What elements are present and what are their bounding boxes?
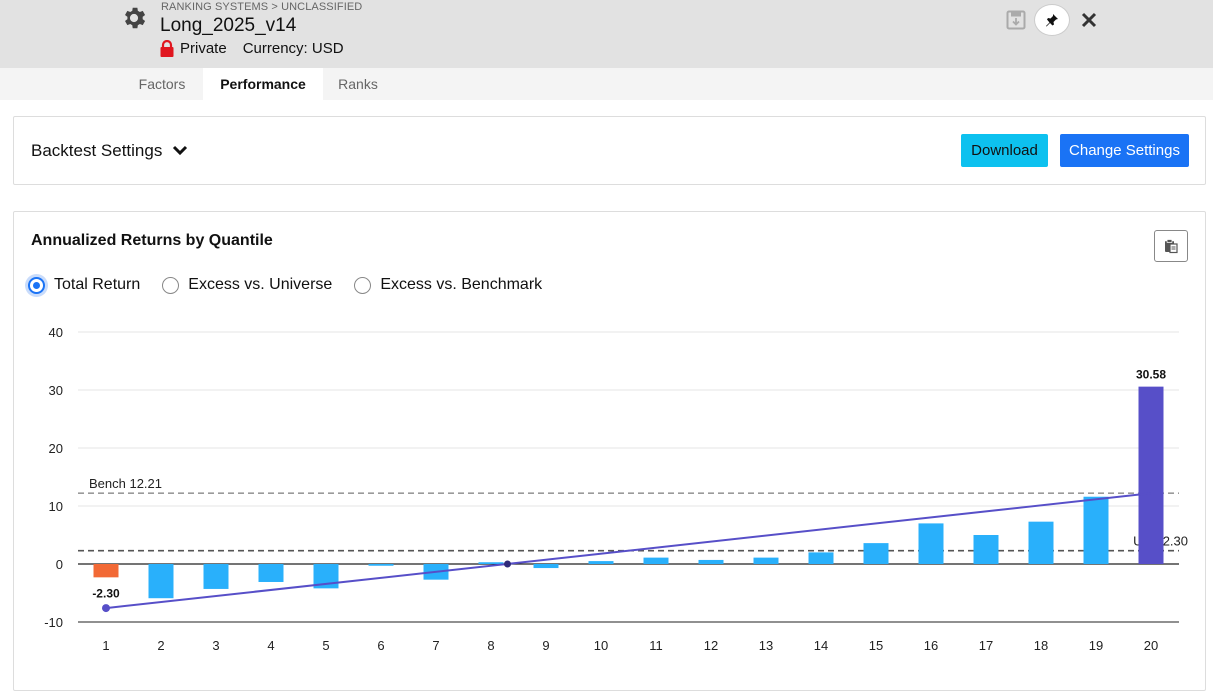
y-tick-label: 20 [49, 441, 63, 456]
breadcrumb[interactable]: RANKING SYSTEMS > UNCLASSIFIED [161, 1, 363, 13]
x-tick-label: 2 [157, 638, 164, 653]
bar [478, 562, 504, 564]
radio-total-return[interactable]: Total Return [28, 276, 140, 294]
y-tick-label: 30 [49, 383, 63, 398]
y-tick-label: -10 [44, 615, 63, 630]
pin-icon [1046, 14, 1058, 27]
clipboard-icon [1165, 239, 1178, 254]
returns-chart-panel: Annualized Returns by Quantile Total Ret… [13, 211, 1206, 691]
radio-button[interactable] [28, 276, 45, 294]
bar [588, 561, 614, 564]
radio-button[interactable] [354, 276, 372, 294]
data-label: -2.30 [92, 586, 120, 600]
x-tick-label: 16 [924, 638, 938, 653]
x-tick-label: 7 [432, 638, 439, 653]
trend-zero-marker [504, 560, 511, 568]
radio-label: Total Return [54, 276, 141, 293]
bar [753, 557, 779, 564]
bar [698, 559, 724, 564]
x-tick-label: 12 [704, 638, 718, 653]
x-tick-label: 13 [759, 638, 773, 653]
currency-label: Currency: USD [242, 40, 344, 57]
download-button[interactable]: Download [961, 134, 1048, 167]
x-tick-label: 18 [1034, 638, 1048, 653]
tab-ranks[interactable]: Ranks [338, 76, 378, 92]
header: RANKING SYSTEMS > UNCLASSIFIED Long_2025… [0, 0, 1213, 68]
data-label: 30.58 [1136, 368, 1166, 382]
tab-factors[interactable]: Factors [138, 76, 186, 92]
radio-excess-benchmark[interactable]: Excess vs. Benchmark [354, 276, 542, 294]
radio-label: Excess vs. Universe [188, 276, 333, 293]
pin-button[interactable] [1034, 4, 1070, 36]
x-tick-label: 17 [979, 638, 993, 653]
copy-button[interactable] [1154, 230, 1188, 262]
x-tick-label: 4 [267, 638, 274, 653]
x-tick-label: 15 [869, 638, 883, 653]
radio-excess-universe[interactable]: Excess vs. Universe [162, 276, 332, 294]
benchmark-label: Bench 12.21 [89, 476, 162, 491]
return-type-radios: Total Return Excess vs. Universe Excess … [28, 276, 564, 294]
radio-button[interactable] [162, 276, 180, 294]
privacy-label[interactable]: Private [180, 40, 227, 57]
bar [93, 564, 119, 578]
save-icon[interactable] [998, 4, 1034, 36]
trend-line [105, 492, 1152, 610]
trend-start-marker [102, 604, 110, 613]
x-tick-label: 5 [322, 638, 329, 653]
bar [533, 564, 559, 569]
bar [203, 564, 229, 589]
radio-label: Excess vs. Benchmark [380, 276, 543, 293]
bar [863, 543, 889, 564]
change-settings-button[interactable]: Change Settings [1060, 134, 1189, 167]
gear-icon[interactable] [120, 4, 148, 32]
lock-icon [160, 39, 174, 57]
bar [808, 552, 834, 564]
bar [148, 564, 174, 599]
backtest-settings-panel: Backtest Settings Download Change Settin… [13, 116, 1206, 185]
y-tick-label: 0 [56, 557, 63, 572]
bar [258, 564, 284, 582]
x-tick-label: 10 [594, 638, 608, 653]
y-tick-label: 40 [49, 325, 63, 340]
x-tick-label: 11 [649, 638, 663, 653]
x-tick-label: 6 [377, 638, 384, 653]
bar [1028, 521, 1054, 564]
x-tick-label: 20 [1144, 638, 1158, 653]
chevron-down-icon [173, 145, 188, 156]
bar [918, 523, 944, 564]
y-tick-label: 10 [49, 499, 63, 514]
tab-performance[interactable]: Performance [203, 68, 323, 100]
system-meta: Private Currency: USD [160, 39, 344, 57]
bar [368, 564, 394, 566]
bar [643, 557, 669, 564]
bar [1138, 386, 1164, 564]
x-tick-label: 9 [542, 638, 549, 653]
page-title: Long_2025_v14 [160, 15, 297, 36]
bar [973, 535, 999, 564]
close-icon[interactable] [1071, 4, 1107, 36]
tab-bar: Factors Performance Ranks [0, 68, 1213, 100]
x-tick-label: 19 [1089, 638, 1103, 653]
x-tick-label: 8 [487, 638, 494, 653]
chart-title: Annualized Returns by Quantile [31, 232, 273, 249]
bar [1083, 496, 1109, 564]
x-tick-label: 1 [102, 638, 109, 653]
backtest-settings-toggle[interactable]: Backtest Settings [31, 141, 188, 161]
x-tick-label: 14 [814, 638, 828, 653]
x-tick-label: 3 [212, 638, 219, 653]
backtest-settings-title: Backtest Settings [31, 141, 163, 160]
